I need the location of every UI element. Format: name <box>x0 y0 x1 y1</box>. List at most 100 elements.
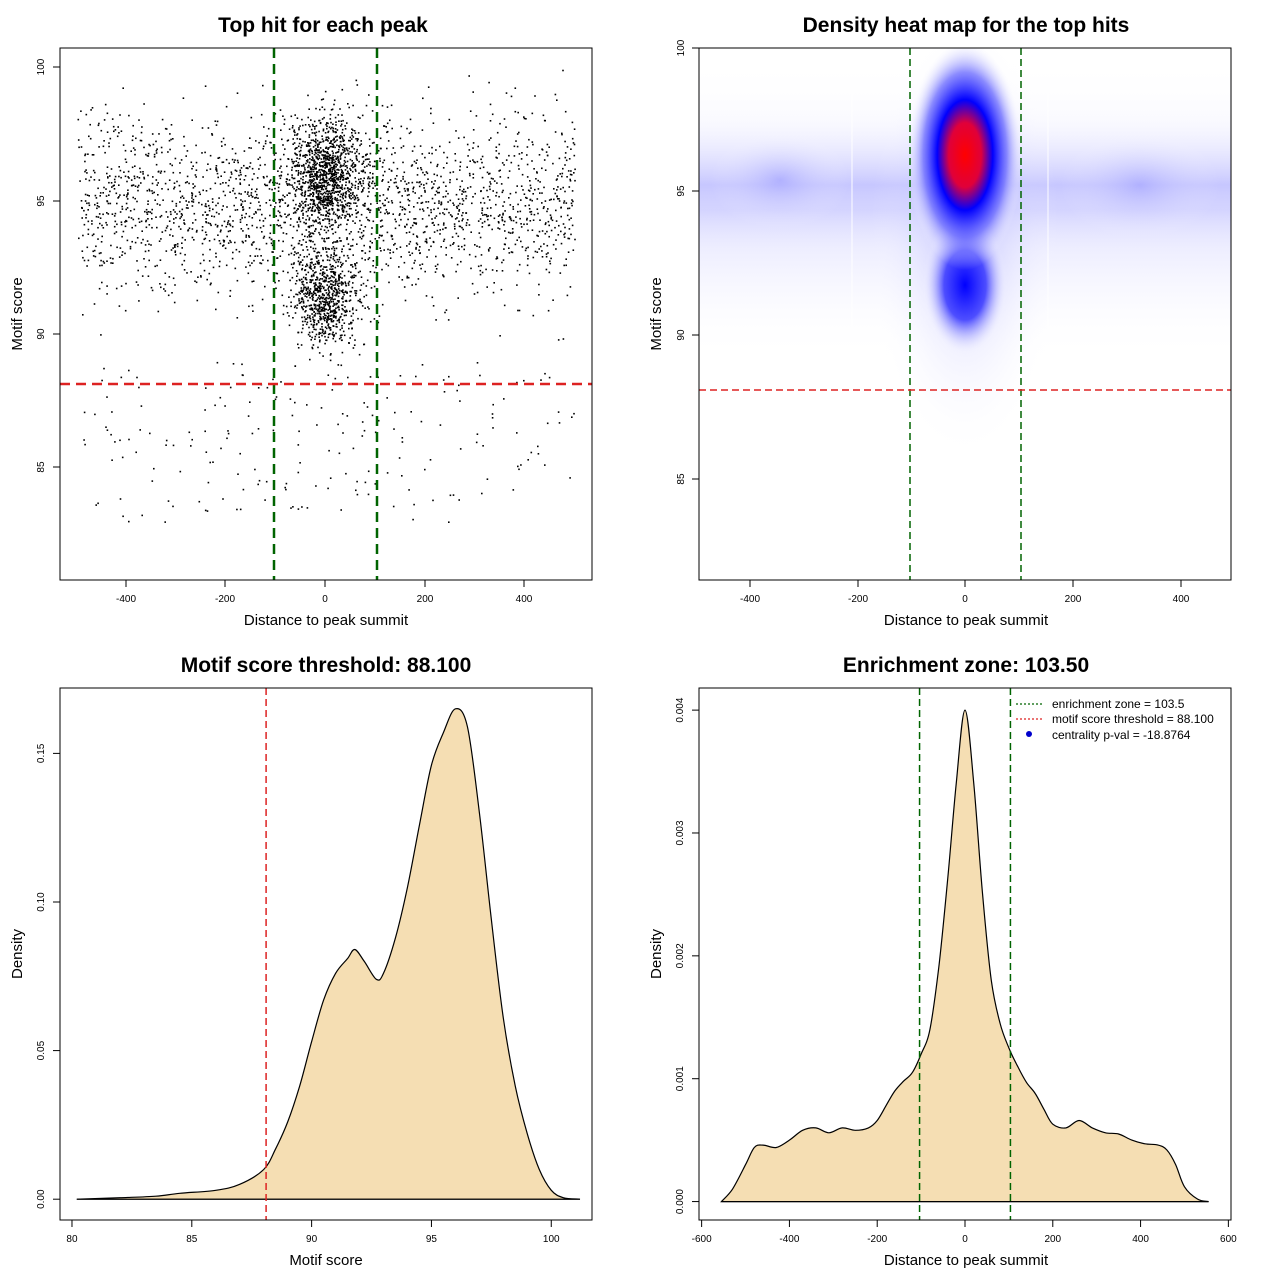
scatter-point <box>321 161 324 163</box>
scatter-point <box>331 198 334 200</box>
scatter-point <box>209 248 211 251</box>
scatter-point <box>186 181 188 183</box>
scatter-point <box>248 236 251 238</box>
scatter-point <box>430 112 432 115</box>
scatter-point <box>498 228 501 230</box>
scatter-point <box>279 167 281 169</box>
scatter-point <box>306 282 308 284</box>
scatter-point <box>392 251 395 254</box>
scatter-point <box>322 150 325 152</box>
scatter-point <box>362 204 364 206</box>
scatter-point <box>423 174 426 176</box>
scatter-point <box>225 182 227 184</box>
scatter-point <box>215 167 217 169</box>
scatter-point <box>309 166 311 168</box>
scatter-point <box>372 220 375 223</box>
scatter-point <box>323 154 326 157</box>
scatter-point <box>315 125 318 127</box>
scatter-point <box>361 156 364 158</box>
scatter-point <box>264 183 266 186</box>
scatter-point <box>179 162 181 164</box>
scatter-point <box>204 205 207 207</box>
scatter-point <box>362 155 365 158</box>
scatter-point <box>433 183 435 185</box>
scatter-point <box>542 114 545 117</box>
scatter-point <box>312 233 315 235</box>
scatter-point <box>520 199 522 201</box>
scatter-point <box>252 241 254 244</box>
scatter-point <box>318 306 321 309</box>
scatter-point <box>561 172 564 175</box>
scatter-point <box>343 310 346 312</box>
scatter-point <box>301 189 303 192</box>
scatter-point <box>342 245 345 247</box>
scatter-point <box>354 339 356 341</box>
scatter-point <box>309 315 311 317</box>
scatter-point <box>530 213 533 216</box>
scatter-point <box>265 480 268 483</box>
scatter-point <box>86 172 88 174</box>
scatter-point <box>314 161 317 163</box>
scatter-point <box>241 200 244 203</box>
scatter-point <box>301 267 304 270</box>
scatter-point <box>322 188 325 191</box>
scatter-point <box>446 208 448 211</box>
scatter-point <box>106 172 108 175</box>
scatter-point <box>495 156 497 159</box>
scatter-point <box>498 152 500 155</box>
scatter-point <box>357 182 360 185</box>
scatter-point <box>334 254 337 257</box>
scatter-point <box>393 428 395 430</box>
scatter-point <box>298 300 300 302</box>
scatter-point <box>525 247 528 250</box>
scatter-point <box>319 284 321 287</box>
scatter-point <box>103 262 106 264</box>
scatter-point <box>217 157 219 159</box>
scatter-point <box>257 428 260 430</box>
scatter-point <box>128 438 130 441</box>
scatter-point <box>332 232 334 235</box>
scatter-point <box>248 165 251 168</box>
scatter-point <box>327 130 330 133</box>
scatter-point <box>164 283 167 286</box>
scatter-point <box>322 178 325 181</box>
scatter-point <box>309 296 311 299</box>
heatmap-xtick: 400 <box>1173 594 1190 605</box>
scatter-point <box>256 226 258 229</box>
scatter-point <box>571 416 573 418</box>
scatter-point <box>251 167 254 170</box>
scatter-point <box>387 201 390 203</box>
scatter-point <box>277 210 280 212</box>
scatter-point <box>266 175 268 178</box>
scatter-point <box>330 279 332 282</box>
scatter-point <box>561 132 563 135</box>
scatter-point <box>190 161 193 164</box>
scatter-point <box>313 166 315 168</box>
scatter-point <box>330 192 332 195</box>
scatter-point <box>355 150 358 153</box>
scatter-point <box>425 295 428 297</box>
scatter-point <box>309 195 311 197</box>
scatter-point <box>135 137 137 140</box>
scatter-point <box>425 201 427 203</box>
scatter-point <box>357 231 360 233</box>
scatter-point <box>434 271 437 273</box>
scatter-point <box>343 159 346 162</box>
scatter-point <box>279 200 282 202</box>
scatter-point <box>170 138 172 141</box>
scatter-point <box>313 250 316 253</box>
scatter-point <box>324 179 326 182</box>
scatter-point <box>126 198 129 200</box>
scatter-point <box>483 202 486 204</box>
scatter-point <box>333 276 335 279</box>
scatter-point <box>145 219 148 222</box>
scatter-point <box>443 213 446 216</box>
scatter-point <box>320 214 322 216</box>
scatter-point <box>338 292 341 294</box>
scatter-point <box>406 194 409 197</box>
scatter-point <box>188 227 191 229</box>
scatter-point <box>331 159 333 162</box>
scatter-point <box>176 213 178 215</box>
scatter-point <box>319 339 321 341</box>
scatter-point <box>327 312 330 315</box>
